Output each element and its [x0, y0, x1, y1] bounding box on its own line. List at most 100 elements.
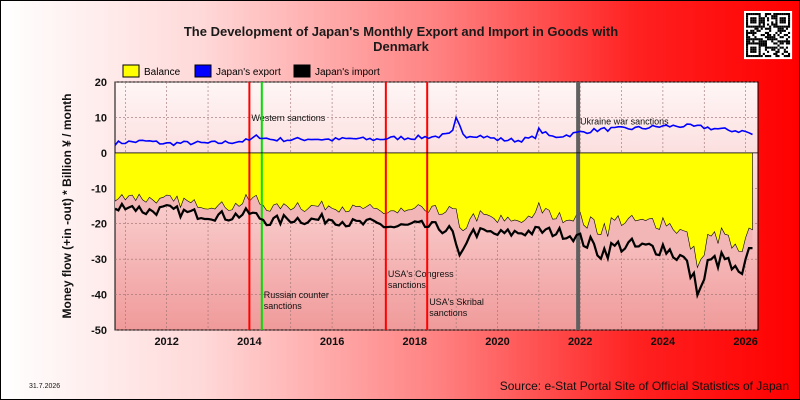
axes: 20 10 0 -10 -20 -30 -40 -50 2012 2014 2016 2018 2020…	[91, 77, 758, 348]
qr-module	[764, 44, 767, 47]
qr-module	[756, 13, 759, 16]
qr-module	[775, 21, 778, 24]
y-axis-label: Money flow (+in -out) * Billion ¥ / mont…	[60, 94, 74, 319]
qr-module	[754, 48, 757, 51]
qr-module	[785, 34, 788, 37]
qr-module	[773, 42, 776, 45]
qr-module	[785, 55, 788, 58]
qr-module	[775, 23, 778, 26]
qr-module	[775, 46, 778, 49]
qr-module	[781, 29, 784, 32]
qr-module	[769, 25, 772, 28]
footer-source: Source: e-Stat Portal Site of Official S…	[500, 379, 789, 393]
marker-label-0: Western sanctions	[251, 113, 325, 123]
qr-module	[767, 27, 770, 30]
qr-module	[785, 46, 788, 49]
qr-module	[764, 48, 767, 51]
qr-module	[758, 13, 761, 16]
qr-module	[752, 19, 755, 22]
qr-module	[779, 17, 782, 20]
qr-module	[767, 50, 770, 53]
x-tick-label: 2020	[485, 336, 509, 348]
qr-module	[746, 55, 749, 58]
qr-module	[777, 50, 780, 53]
qr-module	[752, 46, 755, 49]
qr-module	[785, 13, 788, 16]
qr-module	[748, 38, 751, 41]
qr-module	[764, 13, 767, 16]
qr-module	[762, 23, 765, 26]
qr-module	[775, 17, 778, 20]
qr-module	[769, 46, 772, 49]
qr-module	[788, 52, 791, 55]
qr-module	[773, 36, 776, 39]
qr-module	[762, 52, 765, 55]
qr-module	[756, 42, 759, 45]
qr-module	[756, 27, 759, 30]
qr-module	[752, 17, 755, 20]
qr-module	[754, 19, 757, 22]
qr-module	[764, 40, 767, 43]
qr-module	[752, 38, 755, 41]
qr-module	[746, 17, 749, 20]
qr-module	[760, 21, 763, 24]
qr-module	[748, 55, 751, 58]
qr-module	[752, 42, 755, 45]
qr-module	[750, 21, 753, 24]
qr-module	[750, 38, 753, 41]
qr-module	[758, 23, 761, 26]
qr-module	[746, 44, 749, 47]
qr-module	[769, 36, 772, 39]
qr-module	[754, 55, 757, 58]
qr-module	[758, 46, 761, 49]
qr-module	[764, 36, 767, 39]
qr-module	[758, 40, 761, 43]
qr-module	[781, 46, 784, 49]
qr-module	[758, 19, 761, 22]
qr-module	[779, 40, 782, 43]
legend-label-import: Japan's import	[315, 67, 380, 78]
qr-module	[775, 13, 778, 16]
qr-module	[760, 38, 763, 41]
qr-module	[746, 21, 749, 24]
x-tick-label: 2012	[154, 336, 178, 348]
chart-title-line1: The Development of Japan's Monthly Expor…	[184, 24, 618, 39]
qr-module	[771, 23, 774, 26]
qr-module	[788, 19, 791, 22]
qr-module	[748, 31, 751, 34]
y-tick-label: -30	[91, 254, 107, 266]
qr-module	[769, 13, 772, 16]
export-line	[114, 115, 753, 147]
qr-module	[773, 38, 776, 41]
qr-module	[779, 31, 782, 34]
qr-module	[777, 55, 780, 58]
qr-module	[746, 52, 749, 55]
qr-module	[775, 52, 778, 55]
qr-module	[754, 50, 757, 53]
qr-module	[758, 29, 761, 32]
qr-module	[754, 13, 757, 16]
qr-module	[752, 25, 755, 28]
qr-module	[746, 40, 749, 43]
qr-module	[750, 13, 753, 16]
qr-module	[762, 44, 765, 47]
qr-module	[771, 36, 774, 39]
qr-module	[783, 13, 786, 16]
qr-module	[777, 25, 780, 28]
qr-module	[750, 46, 753, 49]
qr-module	[754, 46, 757, 49]
qr-module	[781, 42, 784, 45]
qr-module	[783, 25, 786, 28]
qr-code-icon	[744, 11, 793, 60]
qr-module	[777, 40, 780, 43]
qr-module	[769, 29, 772, 32]
marker-label-3: sanctions	[429, 308, 468, 318]
qr-module	[783, 34, 786, 37]
qr-module	[748, 36, 751, 39]
x-tick-label: 2022	[568, 336, 592, 348]
balance-fill	[114, 152, 753, 269]
qr-module	[783, 21, 786, 24]
qr-module	[750, 42, 753, 45]
legend-swatch-import	[293, 64, 311, 78]
qr-module	[750, 50, 753, 53]
